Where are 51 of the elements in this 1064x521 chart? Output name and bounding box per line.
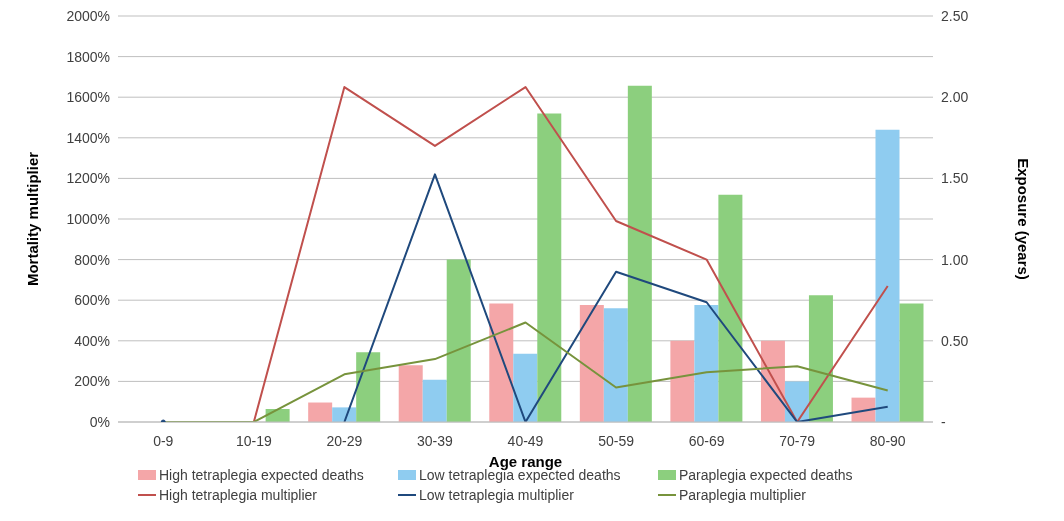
x-tick-label: 10-19 (235, 432, 272, 449)
bar (422, 379, 447, 422)
y-axis-title: Mortality multiplier (24, 151, 42, 287)
x-tick-label: 50-59 (598, 432, 635, 449)
y2-tick-label: 1.00 (941, 251, 969, 268)
x-tick-label: 80-90 (869, 432, 906, 449)
y-tick-label: 400% (74, 332, 110, 349)
x-tick-label: 40-49 (507, 432, 544, 449)
y2-tick-label: 2.50 (941, 7, 969, 24)
y-tick-label: 1600% (66, 89, 110, 106)
bar (694, 305, 719, 422)
y-tick-label: 1400% (66, 129, 110, 146)
y-tick-label: 2000% (66, 7, 110, 24)
legend-label: High tetraplegia expected deaths (159, 467, 364, 483)
bar (513, 353, 538, 422)
y-tick-label: 800% (74, 251, 110, 268)
legend-label: Paraplegia multiplier (679, 487, 806, 503)
y-tick-label: 0% (89, 413, 110, 430)
bar (446, 259, 471, 422)
bar (489, 303, 514, 422)
y2-axis-title: Exposure (years) (1014, 158, 1032, 280)
bar (670, 340, 695, 422)
bar (356, 352, 381, 422)
legend-label: Paraplegia expected deaths (679, 467, 853, 483)
bar (579, 305, 604, 422)
bar (875, 129, 900, 422)
y-tick-label: 600% (74, 292, 110, 309)
y-tick-label: 1200% (66, 170, 110, 187)
y-tick-label: 1000% (66, 210, 110, 227)
y-tick-label: 1800% (66, 48, 110, 65)
y-tick-label: 200% (74, 373, 110, 390)
x-tick-label: 30-39 (417, 432, 454, 449)
x-axis-title: Age range (488, 453, 563, 470)
y2-tick-label: 1.50 (941, 170, 969, 187)
legend-label: Low tetraplegia multiplier (419, 487, 574, 503)
y2-tick-label: - (941, 413, 946, 430)
bar (603, 308, 628, 422)
bar (537, 113, 562, 422)
x-tick-label: 60-69 (688, 432, 725, 449)
x-tick-label: 0-9 (153, 432, 174, 449)
bar (718, 194, 743, 422)
x-tick-label: 20-29 (326, 432, 363, 449)
bar (308, 402, 333, 422)
bar (627, 85, 652, 422)
bar (899, 303, 924, 422)
x-tick-label: 70-79 (779, 432, 816, 449)
legend-label: High tetraplegia multiplier (159, 487, 317, 503)
bar (398, 365, 423, 422)
y2-tick-label: 2.00 (941, 89, 969, 106)
y2-tick-label: 0.50 (941, 332, 969, 349)
bar (808, 295, 833, 422)
